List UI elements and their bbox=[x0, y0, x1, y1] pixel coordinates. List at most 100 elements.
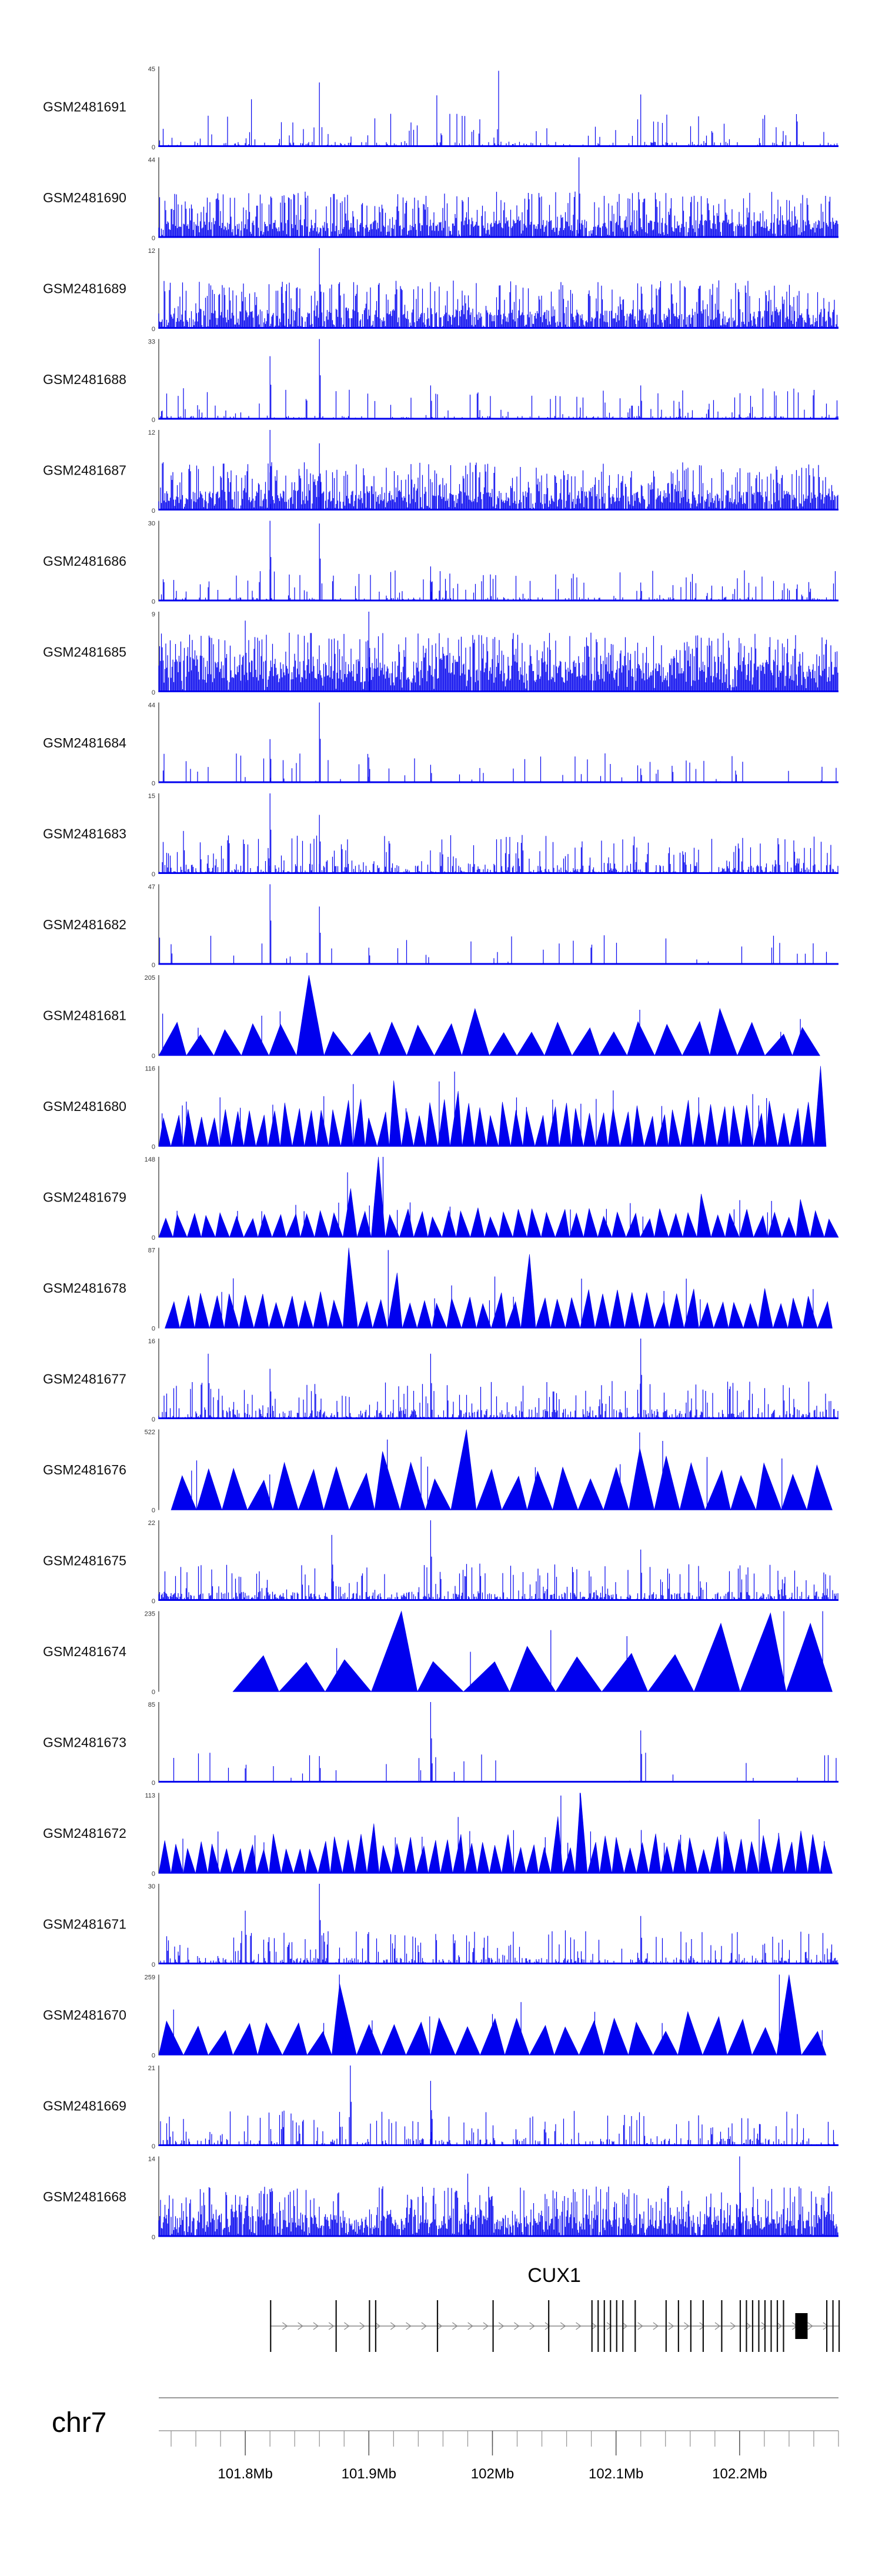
signal-triangle bbox=[781, 1216, 797, 1238]
gene-exon bbox=[369, 2300, 370, 2352]
signal-triangle bbox=[352, 1099, 366, 1147]
signal-triangle bbox=[402, 1302, 417, 1329]
signal-triangle bbox=[349, 1472, 375, 1510]
signal-triangle bbox=[704, 1104, 717, 1147]
strand-arrow bbox=[483, 2322, 489, 2330]
y-max-label: 30 bbox=[148, 520, 155, 528]
y-max-label: 148 bbox=[145, 1156, 155, 1163]
signal-triangle bbox=[632, 1105, 644, 1147]
strand-arrow bbox=[406, 2322, 412, 2330]
signal-triangle bbox=[683, 1289, 699, 1329]
signal-triangle bbox=[501, 1834, 514, 1874]
track-GSM2481676: GSM2481676 522 0 bbox=[43, 1429, 833, 1514]
signal-triangle bbox=[446, 1298, 462, 1329]
signal-triangle bbox=[354, 1834, 368, 1874]
track-GSM2481681: GSM2481681 205 0 bbox=[43, 975, 821, 1060]
baseline bbox=[159, 1599, 838, 1601]
track-GSM2481675: GSM2481675 22 0 bbox=[43, 1520, 838, 1605]
signal-triangle bbox=[656, 1115, 669, 1147]
gene-exon bbox=[375, 2300, 377, 2352]
signal-triangle bbox=[183, 2026, 209, 2056]
signal-triangle bbox=[304, 1110, 317, 1147]
baseline bbox=[159, 1417, 838, 1419]
signal-triangle bbox=[207, 1844, 220, 1874]
signal-triangle bbox=[377, 1112, 390, 1147]
signal-triangle bbox=[380, 2024, 406, 2056]
signal-triangle bbox=[486, 1115, 499, 1147]
signal-triangle bbox=[512, 1209, 527, 1238]
gene-utr-block bbox=[795, 2313, 808, 2339]
strand-arrow bbox=[298, 2322, 303, 2330]
track-GSM2481674: GSM2481674 235 0 bbox=[43, 1610, 833, 1696]
strand-arrow bbox=[622, 2322, 628, 2330]
gene-track: CUX1 bbox=[270, 2264, 840, 2352]
signal-triangle bbox=[505, 2017, 530, 2056]
signal-triangle bbox=[328, 1299, 343, 1329]
signal-triangle bbox=[432, 1302, 447, 1329]
signal-triangle bbox=[340, 1100, 353, 1147]
signal-triangle bbox=[470, 1207, 485, 1238]
strand-arrow bbox=[436, 2322, 443, 2330]
signal-triangle bbox=[498, 1211, 513, 1238]
signal-triangle bbox=[229, 1215, 244, 1238]
signal-triangle bbox=[222, 1467, 248, 1510]
strand-arrow bbox=[761, 2322, 767, 2330]
y-min-label: 0 bbox=[152, 962, 155, 969]
signal-triangle bbox=[255, 1115, 269, 1147]
signal-triangle bbox=[247, 1479, 273, 1510]
x-tick-label: 102.2Mb bbox=[712, 2466, 767, 2482]
signal-triangle bbox=[416, 1300, 432, 1329]
strand-arrow bbox=[606, 2322, 613, 2330]
y-max-label: 44 bbox=[148, 702, 155, 709]
signal-triangle bbox=[765, 1100, 778, 1147]
signal-triangle bbox=[305, 1848, 319, 1874]
signal-triangle bbox=[552, 1466, 579, 1510]
y-min-label: 0 bbox=[152, 2143, 155, 2150]
signal-triangle bbox=[817, 1300, 833, 1329]
strand-arrow bbox=[714, 2322, 721, 2330]
signal-triangle bbox=[196, 1468, 222, 1510]
signal-triangle bbox=[406, 1025, 435, 1056]
signal-triangle bbox=[391, 1843, 404, 1874]
signal-triangle bbox=[559, 1103, 572, 1147]
signal-triangle bbox=[370, 1156, 386, 1238]
track-label: GSM2481683 bbox=[43, 826, 126, 842]
signal-triangle bbox=[323, 1031, 352, 1056]
signal-triangle bbox=[195, 1117, 208, 1147]
signal-bars bbox=[158, 339, 838, 420]
signal-triangle bbox=[807, 1834, 821, 1874]
signal-triangle bbox=[325, 1659, 372, 1692]
signal-triangle bbox=[640, 1218, 655, 1238]
signal-triangle bbox=[806, 1464, 833, 1510]
gene-name: CUX1 bbox=[527, 2264, 581, 2287]
signal-bars bbox=[158, 884, 838, 965]
track-label: GSM2481670 bbox=[43, 2007, 126, 2023]
signal-triangle bbox=[433, 1023, 462, 1056]
signal-bars bbox=[158, 430, 838, 510]
signal-triangle bbox=[328, 1212, 343, 1238]
signal-triangle bbox=[554, 1209, 570, 1238]
baseline bbox=[159, 2144, 838, 2146]
strand-arrow bbox=[807, 2322, 813, 2330]
signal-triangle bbox=[425, 1102, 438, 1147]
signal-triangle bbox=[520, 1254, 536, 1329]
signal-triangle bbox=[767, 1212, 783, 1238]
signal-triangle bbox=[627, 1021, 655, 1056]
y-max-label: 44 bbox=[148, 157, 155, 164]
track-GSM2481683: GSM2481683 15 0 bbox=[43, 793, 838, 878]
signal-triangle bbox=[660, 1846, 674, 1874]
y-min-label: 0 bbox=[152, 1416, 155, 1423]
strand-arrow bbox=[328, 2322, 335, 2330]
signal-triangle bbox=[597, 1216, 613, 1238]
signal-triangle bbox=[269, 1833, 282, 1874]
signal-bars bbox=[158, 520, 838, 602]
track-label: GSM2481688 bbox=[43, 372, 126, 387]
signal-bars bbox=[158, 248, 838, 329]
y-min-label: 0 bbox=[152, 1053, 155, 1060]
signal-triangle bbox=[583, 1113, 596, 1147]
signal-bars bbox=[158, 71, 838, 147]
signal-triangle bbox=[158, 1217, 173, 1238]
gene-exon bbox=[335, 2300, 337, 2352]
signal-triangle bbox=[356, 2024, 382, 2056]
signal-triangle bbox=[522, 1109, 536, 1147]
